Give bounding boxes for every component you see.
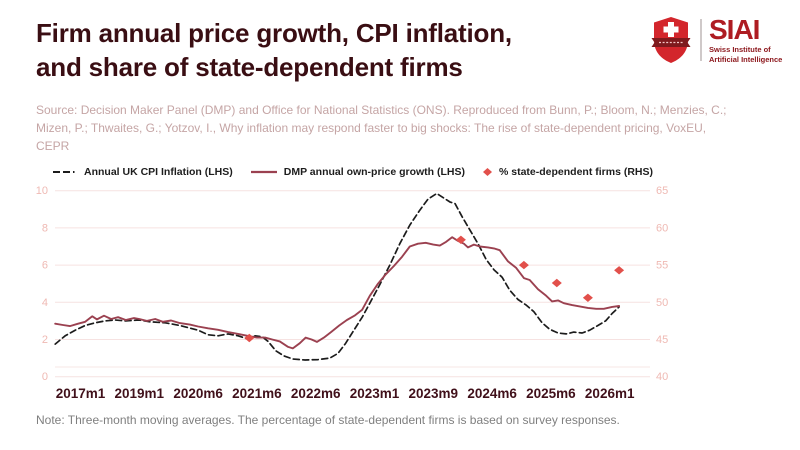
dashed-line-icon [53, 171, 77, 173]
legend-label-state-dependent: % state-dependent firms (RHS) [498, 166, 654, 178]
left-axis-tick-label: 10 [36, 185, 48, 197]
page-title: Firm annual price growth, CPI inflation,… [36, 16, 512, 84]
state-dependent-diamond [455, 235, 466, 244]
legend-item-dmp: DMP annual own-price growth (LHS) [250, 166, 465, 178]
logo-text: SIAI Swiss Institute of Artificial Intel… [709, 16, 782, 64]
state-dependent-diamond [551, 278, 562, 288]
siai-shield-icon [651, 17, 691, 63]
x-axis-tick-label: 2023m1 [350, 386, 400, 401]
logo-divider [700, 19, 702, 61]
page-title-line2: and share of state-dependent firms [36, 52, 463, 82]
right-axis-tick-label: 50 [656, 297, 668, 309]
legend-item-state-dependent: % state-dependent firms (RHS) [482, 166, 653, 178]
state-dependent-diamond [518, 260, 529, 270]
x-axis-tick-label: 2025m6 [526, 386, 576, 401]
siai-logo: SIAI Swiss Institute of Artificial Intel… [651, 16, 782, 64]
chart-legend: Annual UK CPI Inflation (LHS) DMP annual… [52, 166, 653, 178]
x-axis-tick-label: 2021m6 [232, 386, 282, 401]
diamond-icon [482, 168, 492, 176]
left-axis-tick-label: 6 [42, 260, 48, 272]
x-axis-tick-label: 2020m6 [173, 386, 223, 401]
right-axis-tick-label: 65 [656, 185, 668, 197]
x-axis-tick-label: 2023m9 [409, 386, 459, 401]
source-citation: Source: Decision Maker Panel (DMP) and O… [36, 103, 727, 154]
left-axis-tick-label: 0 [42, 371, 48, 383]
legend-label-cpi: Annual UK CPI Inflation (LHS) [84, 166, 233, 178]
footnote: Note: Three-month moving averages. The p… [36, 413, 620, 427]
x-axis-tick-label: 2026m1 [585, 386, 635, 401]
state-dependent-diamond [244, 333, 255, 343]
x-axis-tick-label: 2022m6 [291, 386, 341, 401]
x-axis-tick-label: 2017m1 [56, 386, 106, 401]
line-chart: 0 2 4 6 8 10 40 45 50 55 60 65 2017m1 2019m1 2020m6 202… [36, 185, 669, 401]
right-axis-tick-label: 40 [656, 371, 668, 383]
x-axis-tick-label: 2019m1 [115, 386, 165, 401]
left-axis-tick-label: 8 [42, 222, 48, 234]
dmp-line [54, 236, 621, 350]
right-axis-tick-label: 55 [656, 260, 668, 272]
right-axis-tick-label: 60 [656, 222, 668, 234]
page-title-line1: Firm annual price growth, CPI inflation, [36, 18, 512, 48]
legend-item-cpi: Annual UK CPI Inflation (LHS) [52, 166, 233, 178]
legend-label-dmp: DMP annual own-price growth (LHS) [283, 166, 465, 178]
logo-subtitle: Swiss Institute of Artificial Intelligen… [709, 45, 783, 64]
left-axis-tick-label: 4 [42, 297, 48, 309]
logo-acronym: SIAI [709, 14, 760, 46]
left-axis-tick-label: 2 [42, 334, 48, 346]
right-axis-tick-label: 45 [656, 334, 668, 346]
solid-line-icon [250, 170, 277, 174]
state-dependent-diamond [582, 293, 593, 302]
x-axis-tick-label: 2024m6 [467, 386, 517, 401]
state-dependent-diamond [614, 266, 625, 275]
cpi-line [54, 192, 620, 361]
